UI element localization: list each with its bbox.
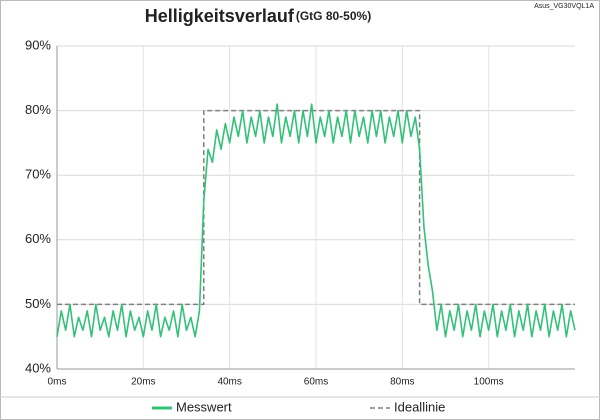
y-tick-label: 90% xyxy=(25,37,51,52)
chart-title: Helligkeitsverlauf xyxy=(145,6,295,26)
y-tick-label: 80% xyxy=(25,102,51,117)
x-tick-label: 80ms xyxy=(390,377,414,388)
x-tick-label: 20ms xyxy=(131,377,155,388)
y-tick-label: 60% xyxy=(25,231,51,246)
chart-title-group: Helligkeitsverlauf (GtG 80-50%) xyxy=(145,6,371,26)
legend-label: Ideallinie xyxy=(394,399,445,414)
series-line xyxy=(56,103,576,338)
x-tick-label: 40ms xyxy=(217,377,241,388)
y-tick-label: 40% xyxy=(25,360,51,375)
legend-label: Messwert xyxy=(176,399,232,414)
annotation: Asus_VG30VQL1A xyxy=(534,3,594,10)
chart-subtitle: (GtG 80-50%) xyxy=(296,9,371,23)
x-tick-label: 0ms xyxy=(48,377,67,388)
y-tick-label: 70% xyxy=(25,167,51,182)
x-tick-label: 60ms xyxy=(304,377,328,388)
x-tick-label: 100ms xyxy=(474,377,504,388)
y-tick-label: 50% xyxy=(25,296,51,311)
